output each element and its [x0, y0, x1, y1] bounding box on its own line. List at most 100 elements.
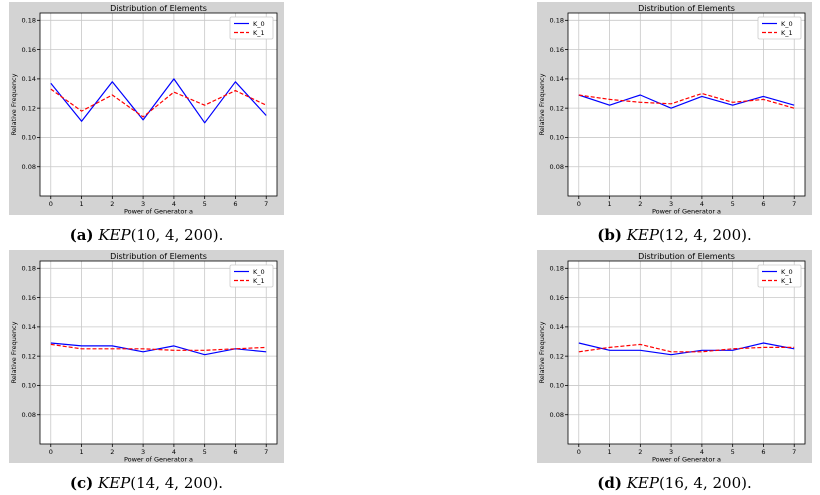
x-axis-label: Power of Generator a — [652, 208, 721, 216]
axes-frame — [567, 260, 806, 445]
x-tick-label: 6 — [761, 200, 765, 208]
y-tick-label: 0.08 — [22, 163, 36, 171]
chart-title: Distribution of Elements — [638, 4, 735, 13]
legend-label: K_0 — [253, 20, 265, 28]
y-tick-label: 0.12 — [550, 352, 564, 360]
x-tick-label: 1 — [79, 448, 83, 456]
caption-args: (12, 4, 200). — [658, 226, 752, 244]
legend-box — [757, 264, 802, 288]
y-tick-label: 0.14 — [22, 323, 36, 331]
series-line-k1 — [578, 92, 795, 109]
y-tick-label: 0.18 — [22, 265, 36, 273]
caption-args: (10, 4, 200). — [130, 226, 224, 244]
y-tick-label: 0.08 — [550, 411, 564, 419]
chart-title: Distribution of Elements — [110, 4, 207, 13]
x-tick-label: 3 — [669, 200, 673, 208]
y-tick-label: 0.10 — [22, 134, 36, 142]
x-tick-label: 4 — [700, 200, 704, 208]
axes-frame — [39, 12, 278, 197]
caption-b: (b) KEP(12, 4, 200). — [537, 226, 812, 244]
y-tick-label: 0.12 — [550, 104, 564, 112]
series-line-k0 — [50, 342, 267, 356]
x-tick-label: 6 — [233, 200, 237, 208]
y-tick-label: 0.16 — [22, 294, 36, 302]
x-tick-label: 1 — [607, 200, 611, 208]
chart-d: 0 1 2 3 4 5 6 7 0.08 0.10 0.12 0.14 0.16 0.18 Distribu… — [537, 250, 812, 464]
plot-area — [568, 13, 805, 196]
x-tick-label: 7 — [792, 448, 796, 456]
plot-area — [40, 13, 277, 196]
x-tick-label: 7 — [264, 448, 268, 456]
x-tick-label: 0 — [577, 448, 581, 456]
x-tick-label: 3 — [141, 448, 145, 456]
series-line-k1 — [578, 343, 795, 353]
x-tick-label: 2 — [638, 200, 642, 208]
x-tick-label: 0 — [577, 200, 581, 208]
legend-label: K_0 — [781, 268, 793, 276]
y-tick-label: 0.12 — [22, 352, 36, 360]
x-tick-label: 2 — [110, 200, 114, 208]
caption-name: KEP — [626, 474, 659, 492]
x-axis-label: Power of Generator a — [124, 456, 193, 464]
caption-a: (a) KEP(10, 4, 200). — [9, 226, 284, 244]
caption-name: KEP — [98, 226, 131, 244]
chart-c: 0 1 2 3 4 5 6 7 0.08 0.10 0.12 0.14 0.16 0.18 Distribu… — [9, 250, 284, 464]
legend-label: K_0 — [253, 268, 265, 276]
y-tick-label: 0.14 — [550, 323, 564, 331]
y-tick-label: 0.10 — [22, 382, 36, 390]
caption-name: KEP — [626, 226, 659, 244]
chart-title: Distribution of Elements — [110, 252, 207, 261]
legend-box — [229, 16, 274, 40]
x-tick-label: 7 — [264, 200, 268, 208]
legend-label: K_0 — [781, 20, 793, 28]
x-tick-label: 0 — [49, 448, 53, 456]
y-axis-label: Relative Frequency — [538, 73, 546, 135]
chart-panel-b: 0 1 2 3 4 5 6 7 0.08 0.10 0.12 0.14 0.16 0.18 Distribu… — [537, 2, 812, 216]
legend-label: K_1 — [781, 277, 793, 285]
x-axis-label: Power of Generator a — [124, 208, 193, 216]
x-tick-label: 4 — [172, 448, 176, 456]
y-tick-label: 0.18 — [550, 265, 564, 273]
caption-d: (d) KEP(16, 4, 200). — [537, 474, 812, 492]
chart-panel-c: 0 1 2 3 4 5 6 7 0.08 0.10 0.12 0.14 0.16 0.18 Distribu… — [9, 250, 284, 464]
x-tick-label: 5 — [203, 448, 207, 456]
y-tick-label: 0.16 — [550, 46, 564, 54]
chart-b: 0 1 2 3 4 5 6 7 0.08 0.10 0.12 0.14 0.16 0.18 Distribu… — [537, 2, 812, 216]
series-line-k1 — [50, 343, 267, 351]
x-tick-label: 7 — [792, 200, 796, 208]
caption-label: (a) — [69, 226, 94, 244]
x-tick-label: 4 — [700, 448, 704, 456]
y-tick-label: 0.16 — [22, 46, 36, 54]
y-tick-label: 0.18 — [550, 17, 564, 25]
caption-args: (16, 4, 200). — [658, 474, 752, 492]
caption-name: KEP — [98, 474, 131, 492]
x-tick-label: 1 — [79, 200, 83, 208]
caption-args: (14, 4, 200). — [130, 474, 224, 492]
y-tick-label: 0.08 — [550, 163, 564, 171]
x-axis-label: Power of Generator a — [652, 456, 721, 464]
y-tick-label: 0.10 — [550, 382, 564, 390]
series-line-k1 — [50, 88, 267, 118]
x-tick-label: 1 — [607, 448, 611, 456]
axes-frame — [39, 260, 278, 445]
x-tick-label: 6 — [233, 448, 237, 456]
caption-label: (b) — [597, 226, 622, 244]
x-tick-label: 3 — [141, 200, 145, 208]
caption-c: (c) KEP(14, 4, 200). — [9, 474, 284, 492]
x-tick-label: 4 — [172, 200, 176, 208]
plot-area — [40, 261, 277, 444]
legend-label: K_1 — [253, 29, 265, 37]
x-tick-label: 5 — [731, 448, 735, 456]
x-tick-label: 6 — [761, 448, 765, 456]
x-tick-label: 2 — [638, 448, 642, 456]
chart-a: 0 1 2 3 4 5 6 7 0.08 0.10 0.12 0.14 0.16 0.18 Distribu… — [9, 2, 284, 216]
x-tick-label: 0 — [49, 200, 53, 208]
caption-label: (d) — [597, 474, 622, 492]
y-axis-label: Relative Frequency — [10, 73, 18, 135]
y-tick-label: 0.08 — [22, 411, 36, 419]
caption-label: (c) — [69, 474, 94, 492]
y-tick-label: 0.12 — [22, 104, 36, 112]
chart-panel-a: 0 1 2 3 4 5 6 7 0.08 0.10 0.12 0.14 0.16 0.18 Distribu… — [9, 2, 284, 216]
y-axis-label: Relative Frequency — [10, 321, 18, 383]
series-line-k0 — [578, 94, 795, 109]
